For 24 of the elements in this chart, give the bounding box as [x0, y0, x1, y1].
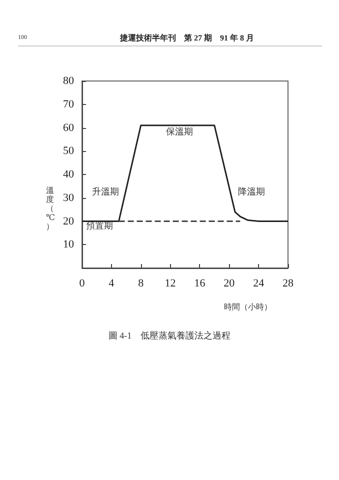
y-tick-label: 80 [63, 75, 74, 87]
y-tick-label: 30 [63, 192, 74, 204]
x-tick-label: 24 [253, 278, 265, 290]
x-tick-label: 8 [138, 278, 144, 290]
y-tick-label: 50 [63, 145, 74, 158]
y-tick-label: 40 [63, 168, 74, 180]
x-tick-label: 28 [282, 278, 294, 290]
line-series [81, 124, 289, 222]
text: 捷運技術半年刊 第 27 期 91 年 8 月 [119, 34, 254, 42]
y-tick-label: 60 [63, 122, 74, 134]
x-tick-label: 0 [79, 278, 86, 290]
annotation: 降溫期 [238, 186, 265, 196]
y-axis-title: 溫度（℃） [46, 186, 55, 231]
y-tick-label: 20 [63, 215, 74, 228]
y-tick-label: 70 [63, 98, 74, 110]
x-tick-label: 4 [108, 278, 115, 290]
x-axis-title: 時間（小時） [224, 302, 272, 312]
annotation: 保溫期 [166, 126, 193, 136]
text: 圖 4-1 低壓蒸氣養護法之過程 [108, 330, 231, 340]
annotation: 升溫期 [92, 186, 119, 196]
x-tick-label: 20 [224, 278, 236, 290]
x-tick-label: 16 [194, 278, 206, 290]
y-tick-label: 10 [63, 238, 74, 251]
x-tick-label: 12 [164, 278, 176, 290]
